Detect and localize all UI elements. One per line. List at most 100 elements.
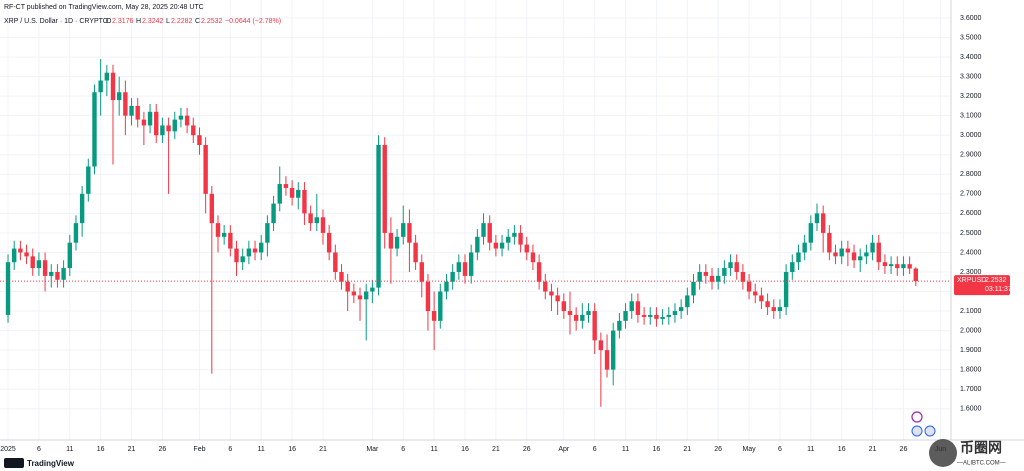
candle-body <box>586 311 591 315</box>
x-tick-label: Feb <box>193 446 205 453</box>
candle-body <box>660 316 665 319</box>
ohlc-value: 2.2532 <box>201 18 223 25</box>
candle-body <box>592 311 597 341</box>
candle-body <box>55 271 60 280</box>
x-tick-label: 21 <box>128 446 136 453</box>
candle-body <box>888 264 894 267</box>
candle-body <box>351 291 357 296</box>
candle-body <box>456 262 462 272</box>
candle-body <box>401 223 406 237</box>
candle-body <box>302 189 307 214</box>
candle-layer <box>0 59 951 407</box>
candle-body <box>388 232 394 249</box>
candle-body <box>425 281 431 312</box>
candle-body <box>734 262 739 272</box>
x-tick-label: Apr <box>558 446 570 453</box>
candle-body <box>771 307 776 312</box>
x-tick-label: 11 <box>807 446 814 453</box>
candle-body <box>141 119 147 126</box>
candle-body <box>228 232 233 249</box>
candle-body <box>252 248 258 253</box>
x-tick-label: 6 <box>401 446 405 453</box>
candle-body <box>820 213 826 233</box>
candle-body <box>672 311 678 315</box>
candle-body <box>493 242 499 249</box>
x-tick-label: 16 <box>461 446 469 453</box>
x-tick-label: 11 <box>430 446 437 453</box>
candle-body <box>814 213 820 224</box>
candle-body <box>783 271 789 308</box>
candle-body <box>197 135 202 145</box>
candle-body <box>92 92 97 167</box>
x-tick-label: 26 <box>714 446 722 453</box>
candle-body <box>481 223 486 237</box>
candle-body <box>499 242 505 249</box>
y-tick-label: 2.6000 <box>960 210 982 217</box>
candle-body <box>518 232 523 245</box>
x-tick-label: 21 <box>869 446 877 453</box>
candle-body <box>864 252 869 257</box>
x-tick-label: 6 <box>228 446 232 453</box>
candle-body <box>5 262 11 315</box>
candle-body <box>326 232 332 253</box>
x-tick-label: May <box>742 446 756 453</box>
x-tick-label: 11 <box>258 446 265 453</box>
candle-body <box>654 314 659 319</box>
candle-body <box>154 111 159 136</box>
candle-body <box>339 271 344 282</box>
candle-body <box>555 295 560 302</box>
candle-body <box>598 340 604 351</box>
grid-layer <box>0 0 951 440</box>
candle-body <box>740 271 746 282</box>
candle-body <box>308 213 313 224</box>
event-icon[interactable] <box>911 425 923 437</box>
x-tick-label: 6 <box>37 446 41 453</box>
y-tick-label: 3.2000 <box>960 93 982 100</box>
candle-body <box>839 248 844 257</box>
x-tick-label: 6 <box>778 446 782 453</box>
candle-body <box>567 311 573 315</box>
publisher: RF-CT published on TradingView.com, May … <box>4 4 204 11</box>
x-tick-label: 2025 <box>0 446 16 453</box>
candle-body <box>851 252 857 261</box>
ohlc-value: 2.3176 <box>112 18 134 25</box>
brand-logo <box>4 458 24 468</box>
candle-body <box>678 307 684 312</box>
y-tick-label: 2.5000 <box>960 230 982 237</box>
candle-body <box>357 295 363 300</box>
y-tick-label: 2.3000 <box>960 269 982 276</box>
x-tick-label: 26 <box>900 446 908 453</box>
candle-body <box>166 125 171 132</box>
candle-body <box>506 236 511 243</box>
candle-body <box>394 236 400 249</box>
y-tick-label: 2.8000 <box>960 171 982 178</box>
candle-body <box>345 281 350 292</box>
candle-body <box>444 281 449 292</box>
event-icon[interactable] <box>911 411 923 423</box>
x-tick-label: Mar <box>366 446 379 453</box>
candle-body <box>234 248 239 263</box>
y-tick-label: 2.9000 <box>960 152 982 159</box>
candle-body <box>265 223 270 243</box>
candle-body <box>604 350 610 370</box>
watermark-url: —ALIBTC.COM— <box>957 461 1006 467</box>
candle-body <box>808 223 814 243</box>
event-icon[interactable] <box>924 425 936 437</box>
candle-body <box>184 115 190 126</box>
candle-body <box>617 320 622 331</box>
candle-body <box>67 242 72 269</box>
watermark-logo <box>929 439 957 467</box>
ohlc-letter: L <box>166 18 170 25</box>
candle-body <box>536 262 542 282</box>
y-tick-label: 1.6000 <box>960 406 982 413</box>
candle-body <box>172 119 177 132</box>
candle-body <box>623 311 628 321</box>
candle-body <box>49 271 54 276</box>
candle-body <box>901 264 906 269</box>
candle-body <box>246 248 252 257</box>
candle-body <box>160 125 165 136</box>
candle-body <box>271 203 276 224</box>
